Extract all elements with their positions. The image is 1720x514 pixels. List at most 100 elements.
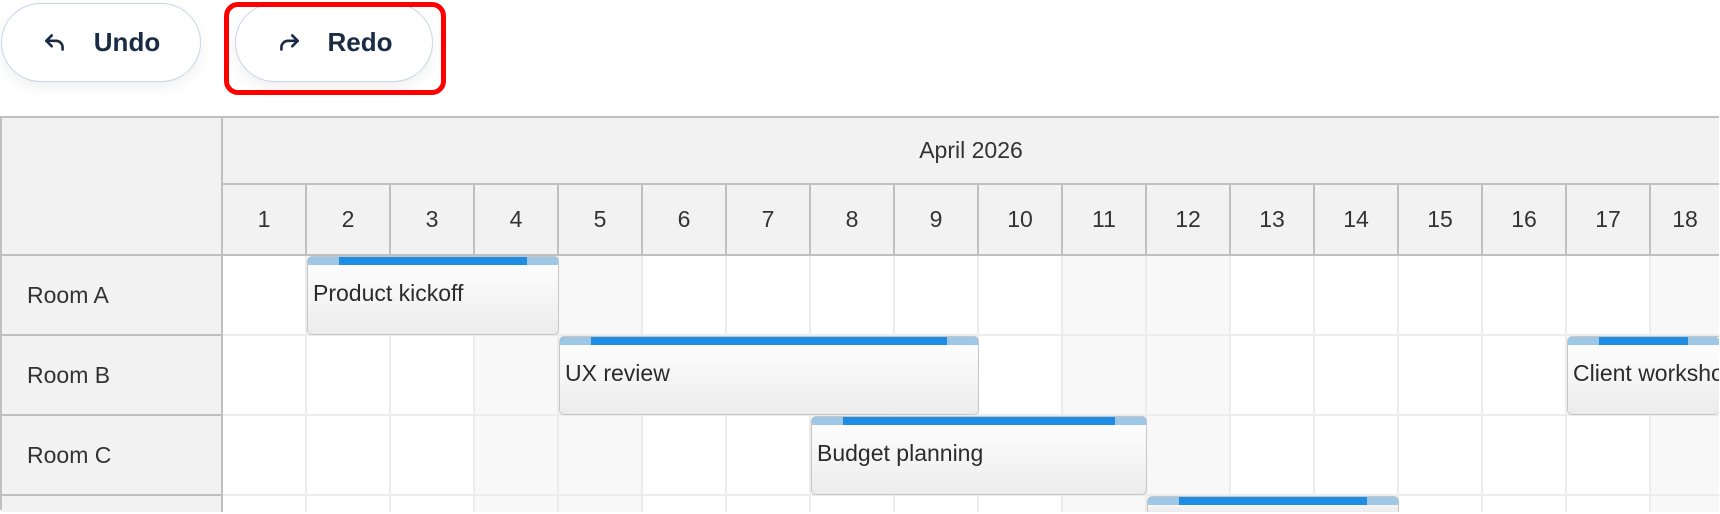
grid-cell[interactable] [1315, 416, 1399, 496]
grid-cell[interactable] [811, 256, 895, 336]
resource-label: Room B [2, 336, 223, 416]
day-header: 16 [1483, 185, 1567, 256]
grid-cell[interactable] [727, 416, 811, 496]
corner-header [2, 118, 223, 256]
grid-cell[interactable] [1399, 416, 1483, 496]
event-title: UX review [565, 360, 670, 386]
grid-cell[interactable] [1651, 416, 1719, 496]
day-header: 7 [727, 185, 811, 256]
event[interactable]: Client workshop [1567, 336, 1719, 415]
grid-cell[interactable] [307, 496, 391, 512]
event-progress-bar [308, 257, 558, 265]
grid-cell[interactable] [979, 336, 1063, 416]
day-header: 18 [1651, 185, 1719, 256]
grid-cell[interactable] [1483, 336, 1567, 416]
day-header: 13 [1231, 185, 1315, 256]
event-title: Budget planning [817, 440, 984, 466]
day-header: 1 [223, 185, 307, 256]
grid-cell[interactable] [559, 416, 643, 496]
grid-cell[interactable] [307, 336, 391, 416]
grid-cell[interactable] [1567, 256, 1651, 336]
grid-cell[interactable] [1483, 416, 1567, 496]
grid-cell[interactable] [1063, 336, 1147, 416]
event-title: Client workshop [1573, 360, 1719, 386]
day-header: 11 [1063, 185, 1147, 256]
grid-cell[interactable] [475, 496, 559, 512]
grid-cell[interactable] [475, 416, 559, 496]
grid-cell[interactable] [391, 416, 475, 496]
grid-cell[interactable] [1147, 336, 1231, 416]
grid-cell[interactable] [1567, 416, 1651, 496]
grid-cell[interactable] [1231, 336, 1315, 416]
grid-cell[interactable] [1399, 336, 1483, 416]
grid-cell[interactable] [307, 416, 391, 496]
grid-cell[interactable] [559, 496, 643, 512]
day-header: 3 [391, 185, 475, 256]
grid-cell[interactable] [1147, 416, 1231, 496]
grid-cell[interactable] [727, 496, 811, 512]
grid-cell[interactable] [1567, 496, 1651, 512]
grid-cell[interactable] [979, 256, 1063, 336]
grid-cell[interactable] [1315, 256, 1399, 336]
grid-cell[interactable] [811, 496, 895, 512]
resource-label: Room A [2, 256, 223, 336]
event-progress-bar [1148, 497, 1398, 505]
event-progress-bar [812, 417, 1146, 425]
grid-cell[interactable] [643, 256, 727, 336]
day-header: 8 [811, 185, 895, 256]
grid-cell[interactable] [1063, 256, 1147, 336]
undo-arrow-icon [44, 33, 64, 51]
undo-button[interactable]: Undo [1, 3, 201, 82]
day-header: 2 [307, 185, 391, 256]
grid-cell[interactable] [1483, 256, 1567, 336]
event[interactable]: Budget planning [811, 416, 1147, 495]
scheduler: April 2026 1 2 3 4 5 6 7 8 9 10 11 12 13 14 15 16 17 18 Ro… [0, 116, 1719, 512]
grid-cell[interactable] [643, 496, 727, 512]
grid-cell[interactable] [1651, 256, 1719, 336]
grid-cell[interactable] [1483, 496, 1567, 512]
event[interactable]: UX review [559, 336, 979, 415]
undo-label: Undo [93, 27, 161, 57]
redo-arrow-icon [279, 33, 299, 51]
grid-cell[interactable] [223, 416, 307, 496]
grid-cell[interactable] [559, 256, 643, 336]
grid-cell[interactable] [895, 256, 979, 336]
grid-cell[interactable] [1147, 256, 1231, 336]
day-header: 10 [979, 185, 1063, 256]
day-header: 4 [475, 185, 559, 256]
grid-cell[interactable] [1399, 496, 1483, 512]
grid-cell[interactable] [895, 496, 979, 512]
grid-cell[interactable] [1063, 496, 1147, 512]
redo-button[interactable]: Redo [235, 3, 433, 82]
event[interactable] [1147, 496, 1399, 512]
day-header: 12 [1147, 185, 1231, 256]
event-progress-bar [1568, 337, 1719, 345]
event-title: Product kickoff [313, 280, 464, 306]
redo-label: Redo [327, 27, 393, 57]
month-header: April 2026 [223, 118, 1719, 185]
grid-cell[interactable] [1231, 416, 1315, 496]
day-header: 14 [1315, 185, 1399, 256]
grid-cell[interactable] [1651, 496, 1719, 512]
grid-cell[interactable] [979, 496, 1063, 512]
grid-cell[interactable] [1399, 256, 1483, 336]
grid-cell[interactable] [475, 336, 559, 416]
resource-label: Room C [2, 416, 223, 496]
day-header: 17 [1567, 185, 1651, 256]
grid-cell[interactable] [1231, 256, 1315, 336]
event-progress-bar [560, 337, 978, 345]
day-header: 15 [1399, 185, 1483, 256]
grid-cell[interactable] [223, 496, 307, 512]
event[interactable]: Product kickoff [307, 256, 559, 335]
grid-cell[interactable] [223, 256, 307, 336]
resource-label [2, 496, 223, 512]
day-header: 9 [895, 185, 979, 256]
grid-cell[interactable] [391, 496, 475, 512]
day-header: 5 [559, 185, 643, 256]
grid-cell[interactable] [1315, 336, 1399, 416]
day-header: 6 [643, 185, 727, 256]
grid-cell[interactable] [727, 256, 811, 336]
grid-cell[interactable] [391, 336, 475, 416]
grid-cell[interactable] [223, 336, 307, 416]
grid-cell[interactable] [643, 416, 727, 496]
